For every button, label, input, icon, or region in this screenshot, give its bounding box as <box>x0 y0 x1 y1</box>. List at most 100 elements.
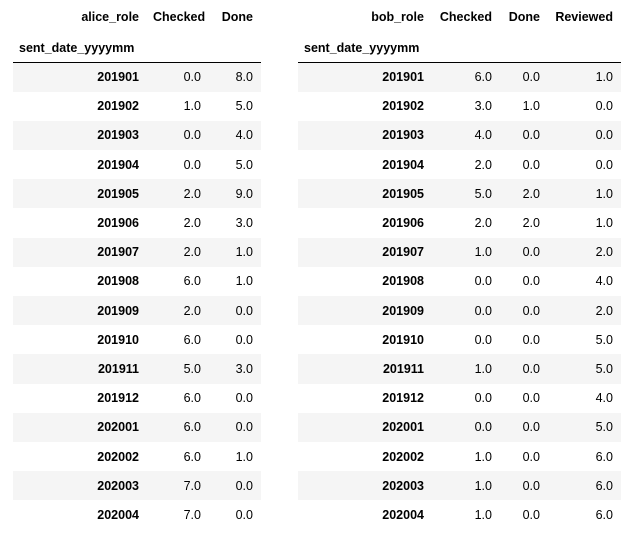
value-cell: 5.0 <box>474 186 492 201</box>
table-row: 201905 2.0 9.0 <box>13 179 261 209</box>
value-cell: 2.0 <box>595 303 613 318</box>
value-cell: 0.0 <box>474 391 492 406</box>
table-row: 201901 6.0 0.0 1.0 <box>298 62 621 92</box>
value-cell: 5.0 <box>595 420 613 435</box>
value-cell: 1.0 <box>474 449 492 464</box>
value-cell: 0.0 <box>183 157 201 172</box>
table-row: 201907 1.0 0.0 2.0 <box>298 237 621 267</box>
index-name-row: sent_date_yyyymm <box>13 33 261 63</box>
value-cell: 6.0 <box>595 478 613 493</box>
row-index-cell: 201911 <box>97 361 139 376</box>
row-index-cell: 201904 <box>97 157 139 172</box>
value-cell: 0.0 <box>522 274 540 289</box>
row-index-cell: 201902 <box>382 99 424 114</box>
empty-header-cell <box>548 33 621 63</box>
value-cell: 7.0 <box>183 478 201 493</box>
table-row: 201904 0.0 5.0 <box>13 150 261 179</box>
table-row: 201906 2.0 2.0 1.0 <box>298 208 621 237</box>
row-index-cell: 201909 <box>97 303 139 318</box>
value-cell: 0.0 <box>522 478 540 493</box>
value-cell: 0.0 <box>235 478 253 493</box>
alice-role-dataframe: alice_role Checked Done sent_date_yyyymm… <box>13 0 261 530</box>
value-cell: 1.0 <box>474 478 492 493</box>
value-cell: 1.0 <box>522 99 540 114</box>
value-cell: 1.0 <box>235 449 253 464</box>
index-name-row: sent_date_yyyymm <box>298 33 621 63</box>
value-cell: 2.0 <box>474 157 492 172</box>
row-index-cell: 201901 <box>382 70 424 85</box>
alice-role-table: alice_role Checked Done sent_date_yyyymm… <box>13 0 261 530</box>
column-header-reviewed: Reviewed <box>555 9 613 24</box>
empty-header-cell <box>432 33 500 63</box>
value-cell: 6.0 <box>183 274 201 289</box>
value-cell: 0.0 <box>235 303 253 318</box>
row-index-cell: 201908 <box>97 274 139 289</box>
table-row: 201901 0.0 8.0 <box>13 62 261 92</box>
table-row: 201907 2.0 1.0 <box>13 237 261 267</box>
value-cell: 9.0 <box>235 186 253 201</box>
column-header-checked: Checked <box>153 9 206 24</box>
table-row: 201910 0.0 0.0 5.0 <box>298 325 621 354</box>
value-cell: 0.0 <box>235 332 253 347</box>
value-cell: 3.0 <box>235 361 253 376</box>
table-row: 201910 6.0 0.0 <box>13 325 261 354</box>
value-cell: 1.0 <box>235 245 253 260</box>
value-cell: 0.0 <box>522 391 540 406</box>
value-cell: 2.0 <box>474 216 492 231</box>
value-cell: 0.0 <box>474 332 492 347</box>
empty-header-cell <box>209 33 261 63</box>
value-cell: 1.0 <box>595 216 613 231</box>
table-row: 201903 0.0 4.0 <box>13 120 261 151</box>
value-cell: 4.0 <box>595 391 613 406</box>
value-cell: 0.0 <box>235 420 253 435</box>
value-cell: 7.0 <box>183 507 201 522</box>
row-index-cell: 202003 <box>382 478 424 493</box>
table-row: 201912 0.0 0.0 4.0 <box>298 384 621 413</box>
columns-name-header: alice_role <box>81 9 139 24</box>
row-index-cell: 201902 <box>97 99 139 114</box>
table-row: 201909 2.0 0.0 <box>13 296 261 326</box>
row-index-cell: 201909 <box>382 303 424 318</box>
value-cell: 1.0 <box>183 99 201 114</box>
value-cell: 1.0 <box>474 245 492 260</box>
table-row: 201908 6.0 1.0 <box>13 267 261 296</box>
row-index-cell: 201903 <box>382 128 424 143</box>
value-cell: 6.0 <box>183 449 201 464</box>
index-name-header: sent_date_yyyymm <box>13 33 147 63</box>
value-cell: 0.0 <box>183 70 201 85</box>
row-index-cell: 202002 <box>382 449 424 464</box>
value-cell: 6.0 <box>183 332 201 347</box>
table-row: 201905 5.0 2.0 1.0 <box>298 179 621 209</box>
value-cell: 2.0 <box>522 186 540 201</box>
value-cell: 3.0 <box>235 216 253 231</box>
value-cell: 0.0 <box>474 420 492 435</box>
value-cell: 0.0 <box>235 507 253 522</box>
row-index-cell: 201904 <box>382 157 424 172</box>
value-cell: 2.0 <box>595 245 613 260</box>
value-cell: 0.0 <box>522 128 540 143</box>
value-cell: 2.0 <box>183 186 201 201</box>
value-cell: 4.0 <box>595 274 613 289</box>
column-header-row: alice_role Checked Done <box>13 0 261 33</box>
value-cell: 0.0 <box>595 99 613 114</box>
value-cell: 6.0 <box>183 420 201 435</box>
empty-header-cell <box>500 33 548 63</box>
row-index-cell: 201907 <box>97 245 139 260</box>
table-row: 202001 6.0 0.0 <box>13 412 261 442</box>
table-row: 201904 2.0 0.0 0.0 <box>298 150 621 179</box>
row-index-cell: 201907 <box>382 245 424 260</box>
table-row: 202004 1.0 0.0 6.0 <box>298 500 621 529</box>
columns-name-header: bob_role <box>371 9 424 24</box>
row-index-cell: 201912 <box>382 391 424 406</box>
value-cell: 0.0 <box>522 420 540 435</box>
value-cell: 4.0 <box>474 128 492 143</box>
value-cell: 3.0 <box>474 99 492 114</box>
bob-role-table: bob_role Checked Done Reviewed sent_date… <box>298 0 621 530</box>
value-cell: 0.0 <box>522 361 540 376</box>
value-cell: 0.0 <box>235 391 253 406</box>
value-cell: 5.0 <box>235 157 253 172</box>
row-index-cell: 201911 <box>382 361 424 376</box>
value-cell: 0.0 <box>522 449 540 464</box>
table-row: 201911 5.0 3.0 <box>13 354 261 384</box>
value-cell: 5.0 <box>595 361 613 376</box>
